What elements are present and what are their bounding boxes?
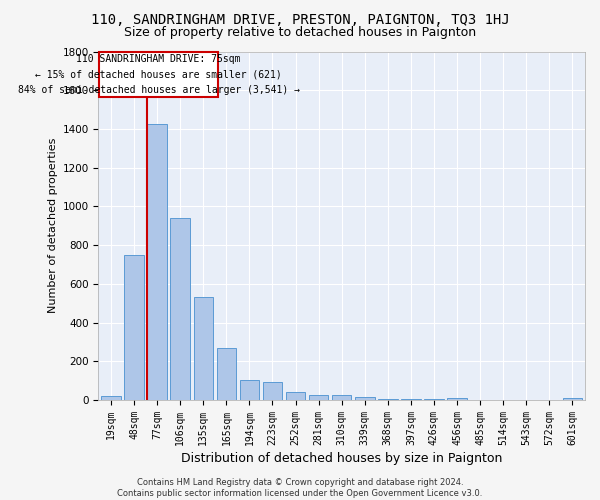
Bar [148, 124, 167, 400]
Bar [217, 348, 236, 400]
Bar [378, 399, 398, 400]
Bar [194, 297, 213, 400]
Bar [447, 398, 467, 400]
Bar [563, 398, 582, 400]
Text: Contains HM Land Registry data © Crown copyright and database right 2024.
Contai: Contains HM Land Registry data © Crown c… [118, 478, 482, 498]
FancyBboxPatch shape [99, 52, 218, 97]
Bar [263, 382, 282, 400]
Bar [286, 392, 305, 400]
Bar [124, 255, 144, 400]
Bar [424, 399, 444, 400]
Bar [355, 397, 374, 400]
Y-axis label: Number of detached properties: Number of detached properties [48, 138, 58, 314]
Bar [101, 396, 121, 400]
Bar [401, 399, 421, 400]
Bar [309, 394, 328, 400]
Bar [239, 380, 259, 400]
Bar [170, 218, 190, 400]
Text: 110, SANDRINGHAM DRIVE, PRESTON, PAIGNTON, TQ3 1HJ: 110, SANDRINGHAM DRIVE, PRESTON, PAIGNTO… [91, 12, 509, 26]
Text: Size of property relative to detached houses in Paignton: Size of property relative to detached ho… [124, 26, 476, 39]
X-axis label: Distribution of detached houses by size in Paignton: Distribution of detached houses by size … [181, 452, 502, 465]
Text: 110 SANDRINGHAM DRIVE: 75sqm
← 15% of detached houses are smaller (621)
84% of s: 110 SANDRINGHAM DRIVE: 75sqm ← 15% of de… [17, 54, 299, 95]
Bar [332, 394, 352, 400]
